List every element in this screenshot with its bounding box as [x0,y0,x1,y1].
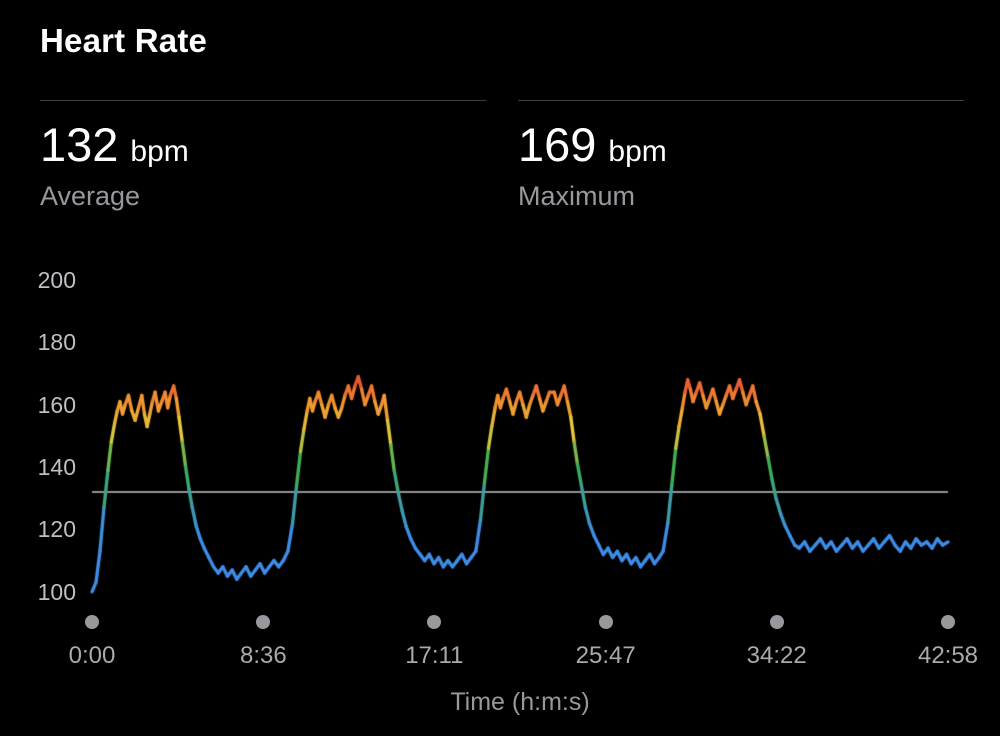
maximum-label: Maximum [518,181,636,211]
maximum-unit: bpm [608,135,667,168]
heart-rate-line-chart[interactable] [0,250,1000,630]
y-tick-label: 120 [37,516,76,543]
x-tick-label: 34:22 [746,642,807,669]
x-tick-label: 8:36 [239,642,287,669]
x-tick-label: 42:58 [917,642,979,669]
y-tick-label: 140 [37,454,76,481]
average-value: 132 [40,118,119,171]
average-stat: 132 bpm Average [40,100,486,212]
x-tick-dot [941,615,955,629]
average-value-row: 132 bpm [40,121,486,169]
x-tick-dot [427,615,442,629]
y-tick-label: 100 [37,578,76,605]
x-tick-dot [769,615,784,629]
maximum-value-row: 169 bpm [518,121,964,169]
maximum-stat: 169 bpm Maximum [518,100,964,212]
x-tick-dot [256,615,271,629]
y-tick-label: 160 [37,391,76,418]
average-unit: bpm [130,135,189,168]
average-label: Average [40,181,141,211]
x-tick-label: 25:47 [575,642,636,669]
y-tick-label: 200 [37,267,76,293]
x-tick-label: 0:00 [68,642,116,669]
page-title: Heart Rate [40,22,208,59]
x-axis-title: Time (h:m:s) [450,688,590,716]
x-tick-label: 17:11 [405,642,464,669]
x-tick-dot [598,615,613,629]
x-tick-dot [85,615,99,629]
maximum-value: 169 [518,118,597,171]
y-tick-label: 180 [37,329,76,356]
